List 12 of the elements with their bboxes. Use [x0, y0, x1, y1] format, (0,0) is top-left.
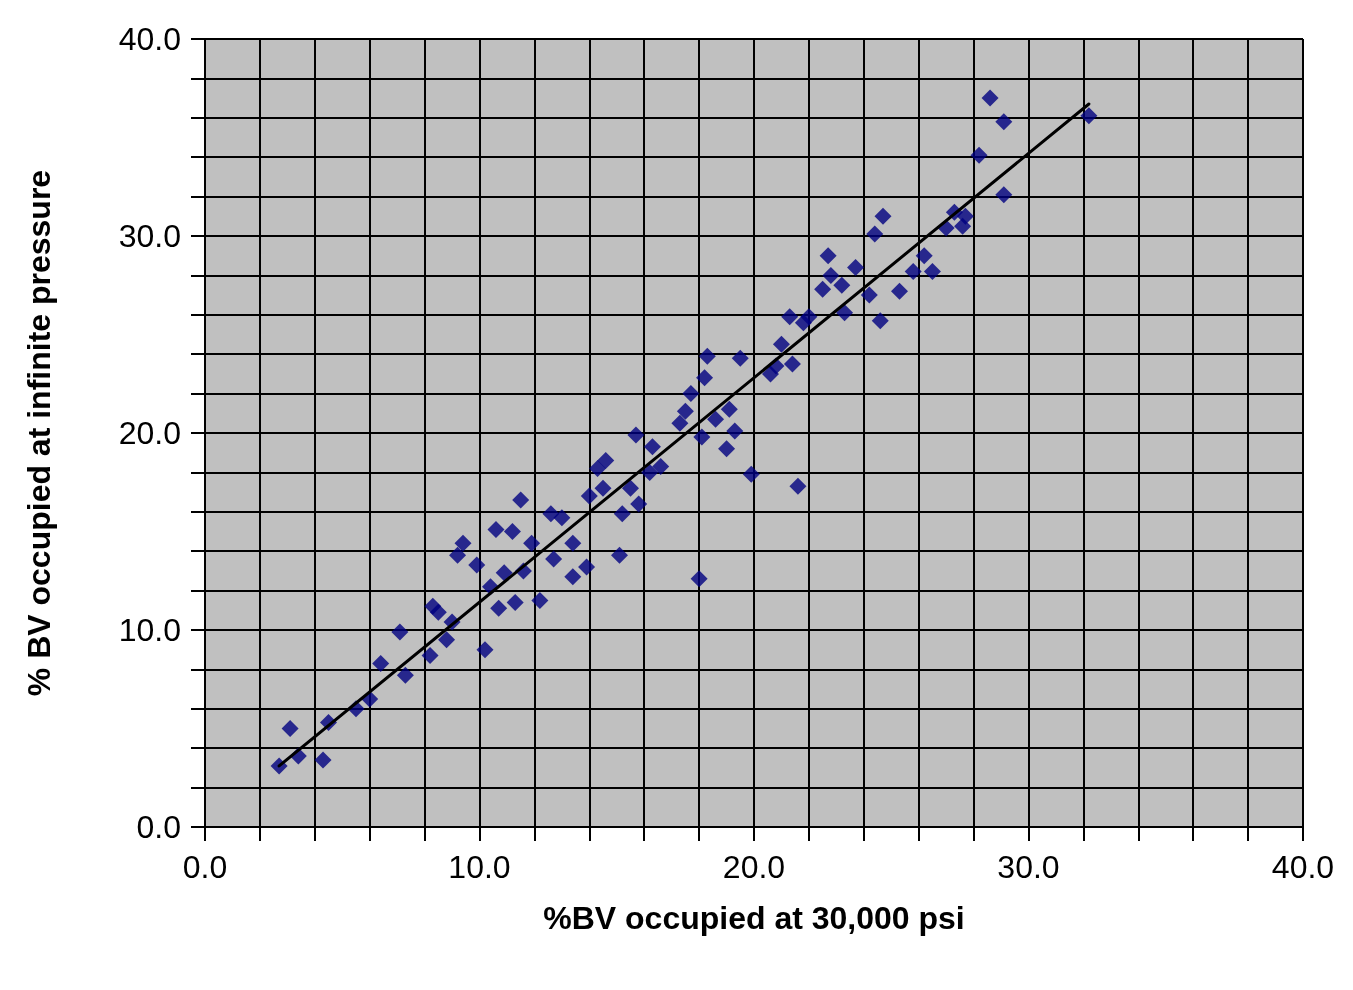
y-tick-label: 40.0 — [118, 21, 181, 57]
x-tick-label: 20.0 — [722, 849, 786, 885]
y-tick-label: 0.0 — [136, 809, 181, 845]
y-axis-title: % BV occupied at infinite pressure — [21, 169, 57, 697]
y-tick-label: 10.0 — [118, 612, 181, 648]
y-tick-label: 20.0 — [118, 415, 181, 451]
x-tick-label: 30.0 — [997, 849, 1060, 885]
x-tick-label: 10.0 — [448, 849, 511, 885]
x-tick-label: 40.0 — [1271, 849, 1335, 885]
x-axis-title: %BV occupied at 30,000 psi — [543, 900, 965, 936]
y-tick-label: 30.0 — [118, 218, 181, 254]
x-tick-label: 0.0 — [182, 849, 228, 885]
